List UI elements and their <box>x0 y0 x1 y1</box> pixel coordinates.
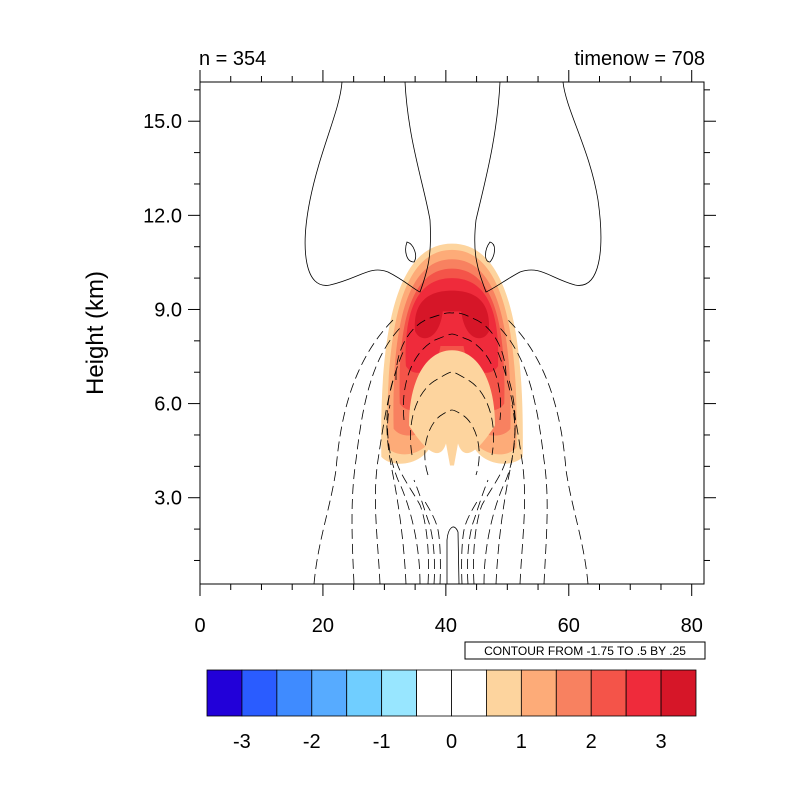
colorbar-swatch <box>346 669 383 717</box>
contour-line <box>467 479 489 584</box>
filled-contour-band <box>414 290 490 339</box>
colorbar-swatch <box>486 669 522 717</box>
contour-line <box>410 371 494 456</box>
colorbar: -3 -2 -1 0 1 2 3 <box>206 669 697 753</box>
colorbar-tick-label: -1 <box>373 731 391 753</box>
x-tick-label: 60 <box>558 615 580 637</box>
contour-line <box>423 499 441 584</box>
contour-info-box <box>464 641 706 660</box>
contour-line <box>474 82 602 293</box>
colorbar-tick-label: 3 <box>656 731 667 753</box>
colorbar-tick-label: 1 <box>516 731 527 753</box>
contour-line <box>483 404 516 584</box>
colorbar-swatch <box>660 669 697 717</box>
colorbar-tick-label: -3 <box>233 731 251 753</box>
contour-line <box>473 459 507 584</box>
colorbar-swatch <box>241 669 278 717</box>
contour-line <box>485 241 495 263</box>
contour-line <box>446 526 460 584</box>
y-tick-label: 3.0 <box>154 488 182 510</box>
contour-line <box>405 241 416 263</box>
y-axis-title: Height (km) <box>82 271 109 395</box>
colorbar-tick-label: -2 <box>303 731 321 753</box>
header-left-label: n = 354 <box>199 48 266 70</box>
filled-field-layer <box>381 243 523 466</box>
colorbar-swatch <box>625 669 662 717</box>
colorbar-swatch <box>276 669 313 717</box>
contour-line <box>413 479 435 584</box>
filled-contour-core <box>408 350 496 466</box>
colorbar-swatch <box>311 669 348 717</box>
colorbar-swatch <box>520 669 557 717</box>
x-tick-label: 80 <box>681 615 703 637</box>
colorbar-swatch <box>590 669 627 717</box>
colorbar-swatch <box>555 669 592 717</box>
contour-line <box>304 82 431 293</box>
y-tick-label: 9.0 <box>154 299 182 321</box>
contour-line <box>496 349 525 584</box>
y-tick-label: 12.0 <box>143 205 182 227</box>
x-tick-label: 40 <box>435 615 457 637</box>
contour-line <box>402 333 502 421</box>
contour-line <box>505 317 589 584</box>
colorbar-tick-label: 2 <box>586 731 597 753</box>
contour-line <box>351 327 401 584</box>
contour-line <box>386 379 407 584</box>
colorbar-swatch <box>451 669 487 717</box>
colorbar-tick-label: 0 <box>446 731 457 753</box>
contour-line <box>461 499 479 584</box>
contour-line <box>424 409 480 476</box>
y-tick-label: 15.0 <box>143 111 182 133</box>
contour-info-text: CONTOUR FROM -1.75 TO .5 BY .25 <box>484 644 686 658</box>
contour-line <box>395 312 507 381</box>
plot-frame <box>199 81 705 585</box>
colorbar-swatch <box>381 669 417 717</box>
header-right-label: timenow = 708 <box>574 48 705 70</box>
contour-lines-layer <box>304 82 602 584</box>
contour-line <box>387 404 421 584</box>
y-tick-label: 6.0 <box>154 394 182 416</box>
x-tick-label: 20 <box>312 615 334 637</box>
contour-line <box>495 379 516 584</box>
axes: 0 20 40 60 80 3.0 6.0 9.0 12.0 15.0 <box>143 70 716 637</box>
colorbar-swatch <box>416 669 452 717</box>
contour-line <box>395 459 429 584</box>
contour-line <box>499 327 548 584</box>
colorbar-swatch <box>206 669 243 717</box>
contour-line <box>313 317 396 584</box>
x-tick-label: 0 <box>194 615 205 637</box>
